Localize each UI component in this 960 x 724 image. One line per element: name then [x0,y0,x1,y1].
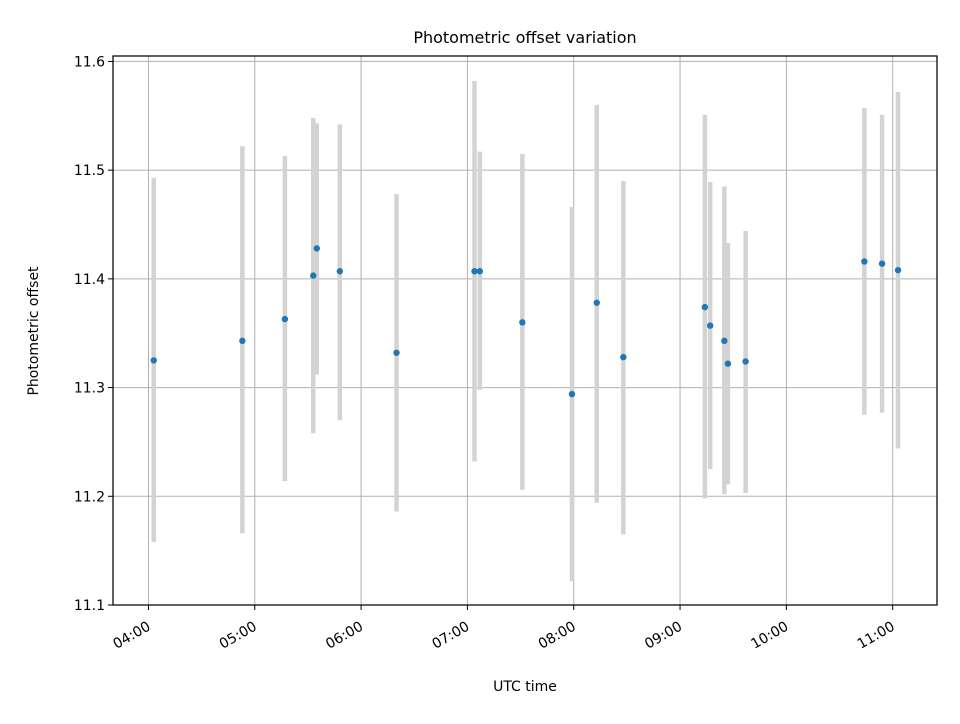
data-point [310,272,317,279]
data-point [281,315,289,323]
chart-title: Photometric offset variation [413,28,636,47]
data-point [471,268,478,275]
y-axis-label: Photometric offset [26,266,42,396]
data-point [894,266,902,274]
data-point [568,390,576,398]
y-tick-label: 11.6 [74,54,105,70]
data-point [336,268,344,275]
data-point [878,260,886,267]
data-point [313,245,320,252]
data-points [150,245,902,398]
data-point [239,337,246,345]
data-point [393,349,400,356]
data-point [742,358,749,365]
data-point [620,353,627,361]
y-tick-label: 11.4 [74,272,105,288]
x-axis-label: UTC time [493,679,557,695]
y-tick-label: 11.1 [74,598,105,614]
data-point [721,337,728,345]
data-point [861,258,868,265]
axes-frame [112,55,938,606]
data-point [150,357,157,364]
data-point [476,268,484,275]
data-point [593,299,600,306]
y-tick-label: 11.3 [74,381,105,397]
y-tick-label: 11.2 [74,489,105,505]
data-point [519,319,526,326]
y-tick-label: 11.5 [74,163,105,179]
data-point [724,360,732,367]
data-point [701,303,709,311]
data-point [706,322,714,329]
